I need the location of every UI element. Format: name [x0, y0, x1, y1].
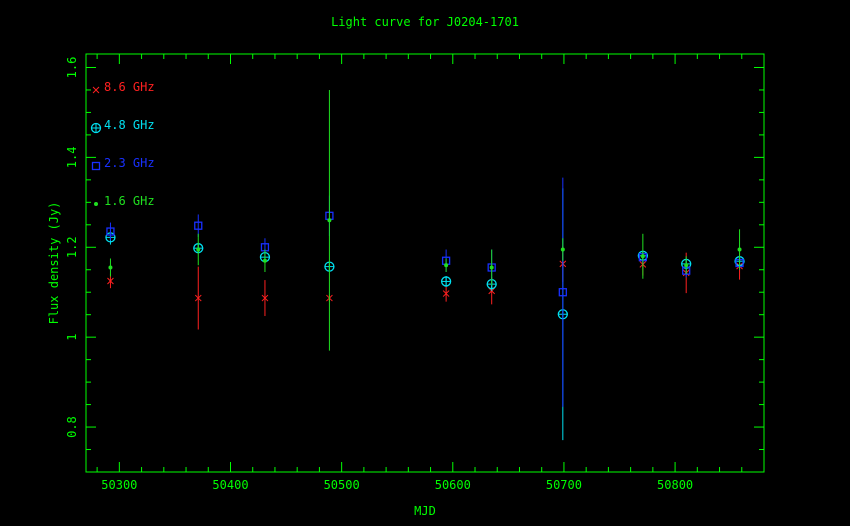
data-marks: [105, 89, 745, 441]
legend: 8.6 GHz 4.8 GHz 2.3 GHz 1.6 GHz: [90, 80, 155, 208]
y-tick-label: 0.8: [65, 416, 79, 438]
data-point: [684, 263, 689, 268]
data-point: [737, 247, 742, 252]
x-tick-label: 50600: [435, 478, 471, 492]
y-axis-label: Flux density (Jy): [47, 202, 61, 325]
data-point: [194, 221, 203, 230]
y-tick-label: 1.6: [65, 57, 79, 79]
chart-title: Light curve for J0204-1701: [331, 15, 519, 29]
legend-label: 4.8 GHz: [104, 118, 155, 132]
data-point: [560, 247, 565, 252]
x-tick-label: 50300: [101, 478, 137, 492]
series-1-6-GHz: [108, 89, 742, 351]
data-point: [327, 218, 332, 223]
x-tick-label: 50700: [546, 478, 582, 492]
legend-label: 1.6 GHz: [104, 194, 155, 208]
data-point: [196, 247, 201, 252]
series-8-6-GHz: [107, 245, 743, 330]
data-point: [262, 258, 267, 263]
x-tick-label: 50400: [212, 478, 248, 492]
data-point: [489, 265, 494, 270]
legend-marker: [91, 161, 101, 171]
legend-label: 2.3 GHz: [104, 156, 155, 170]
x-axis-label: MJD: [414, 504, 436, 518]
x-tick-label: 50800: [657, 478, 693, 492]
axis-ticks: 50300 50400 50500 50600 50700 50800 0.8 1 1.2 1.4…: [65, 54, 765, 492]
data-point: [444, 263, 449, 268]
y-tick-label: 1.2: [65, 236, 79, 258]
y-tick-label: 1: [65, 334, 79, 341]
data-point-stroke: [442, 290, 450, 297]
x-tick-label: 50500: [324, 478, 360, 492]
legend-marker-stroke: [92, 86, 100, 94]
legend-marker: [94, 202, 98, 206]
data-point-stroke: [194, 294, 202, 302]
legend-label: 8.6 GHz: [104, 80, 155, 94]
data-point-stroke: [261, 294, 269, 302]
data-point-stroke: [107, 277, 114, 285]
data-point: [558, 288, 567, 297]
plot-frame: [85, 53, 765, 473]
data-point: [640, 254, 645, 259]
data-point: [106, 227, 115, 236]
data-point: [108, 265, 113, 270]
series-2-3-GHz: [106, 177, 744, 407]
y-tick-label: 1.4: [65, 147, 79, 169]
